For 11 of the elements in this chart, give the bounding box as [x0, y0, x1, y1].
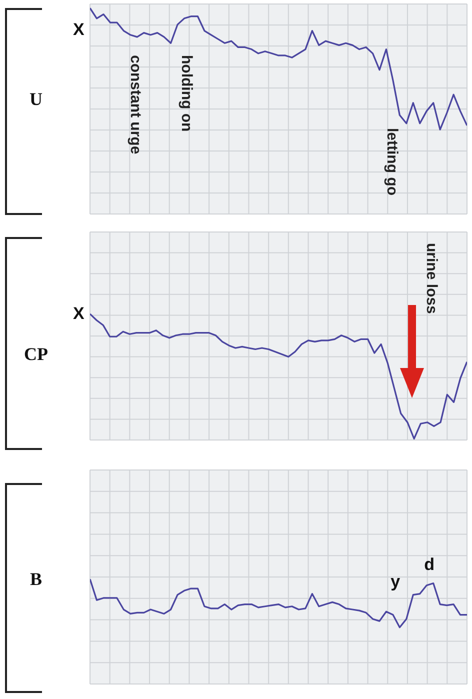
- text: X: [72, 304, 86, 324]
- text: urine loss: [422, 243, 440, 314]
- annotation: letting go: [382, 128, 401, 196]
- y-axis-title: U: [28, 89, 44, 110]
- y-axis-title: B: [28, 569, 43, 590]
- annotation: holding on: [177, 55, 196, 132]
- annotation: y: [390, 572, 402, 592]
- text: X: [72, 20, 86, 40]
- text: d: [423, 555, 436, 575]
- annotation: constant urge: [126, 55, 144, 154]
- y-axis-title: CP: [23, 344, 49, 365]
